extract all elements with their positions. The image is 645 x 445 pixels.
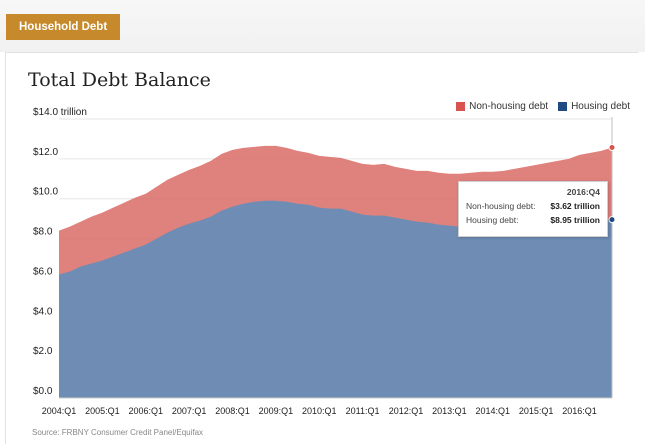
y-tick-label: $12.0 — [33, 147, 58, 158]
tooltip-housing-value: $8.95 trillion — [550, 215, 600, 225]
tooltip-nonhousing-label: Non-housing debt: — [466, 201, 536, 211]
legend-label-nonhousing: Non-housing debt — [469, 101, 549, 112]
chart-title: Total Debt Balance — [28, 69, 211, 91]
y-tick-label: $6.0 — [33, 266, 53, 277]
debt-area-chart: $0.0 $2.0 $4.0 $6.0 $8.0 $10.0 $12.0 $14.0 tril… — [33, 107, 616, 416]
tooltip-nonhousing-value: $3.62 trillion — [550, 201, 600, 211]
x-tick-label: 2005:Q1 — [85, 406, 120, 416]
y-tick-label: $8.0 — [33, 227, 53, 238]
y-tick-label: $14.0 trillion — [33, 107, 87, 118]
x-tick-label: 2016:Q1 — [562, 406, 597, 416]
x-tick-label: 2014:Q1 — [475, 406, 510, 416]
x-tick-label: 2006:Q1 — [128, 406, 163, 416]
x-tick-label: 2004:Q1 — [42, 406, 77, 416]
housing-area — [59, 200, 612, 398]
y-tick-label: $4.0 — [33, 306, 53, 317]
nonhousing-swatch — [456, 102, 466, 111]
y-tick-label: $10.0 — [33, 187, 58, 198]
x-tick-label: 2007:Q1 — [172, 406, 207, 416]
top-bar: Household Debt — [0, 0, 645, 52]
chart-panel: Total Debt Balance Non-housing debt Hous… — [5, 52, 638, 444]
x-tick-label: 2015:Q1 — [519, 406, 554, 416]
x-tick-label: 2011:Q1 — [346, 406, 380, 416]
nonhousing-marker — [608, 143, 616, 151]
x-tick-label: 2012:Q1 — [389, 406, 424, 416]
tooltip: 2016:Q4 Non-housing debt: $3.62 trillion… — [458, 181, 608, 237]
household-debt-tab[interactable]: Household Debt — [6, 14, 121, 40]
housing-marker — [608, 216, 616, 224]
tooltip-housing-label: Housing debt: — [466, 215, 519, 225]
x-tick-label: 2009:Q1 — [259, 406, 294, 416]
legend: Non-housing debt Housing debt — [456, 101, 630, 112]
legend-item-housing[interactable]: Housing debt — [558, 101, 630, 112]
y-tick-label: $2.0 — [33, 346, 53, 357]
source-note: Source: FRBNY Consumer Credit Panel/Equi… — [32, 428, 204, 437]
tooltip-row-housing: Housing debt: $8.95 trillion — [466, 215, 600, 225]
x-tick-label: 2008:Q1 — [215, 406, 250, 416]
legend-item-nonhousing[interactable]: Non-housing debt — [456, 101, 548, 112]
tooltip-period: 2016:Q4 — [566, 187, 600, 197]
y-tick-label: $0.0 — [33, 386, 53, 397]
x-tick-label: 2013:Q1 — [432, 406, 467, 416]
legend-label-housing: Housing debt — [571, 101, 630, 112]
housing-swatch — [558, 102, 568, 111]
x-tick-label: 2010:Q1 — [302, 406, 337, 416]
tooltip-row-nonhousing: Non-housing debt: $3.62 trillion — [466, 201, 600, 211]
